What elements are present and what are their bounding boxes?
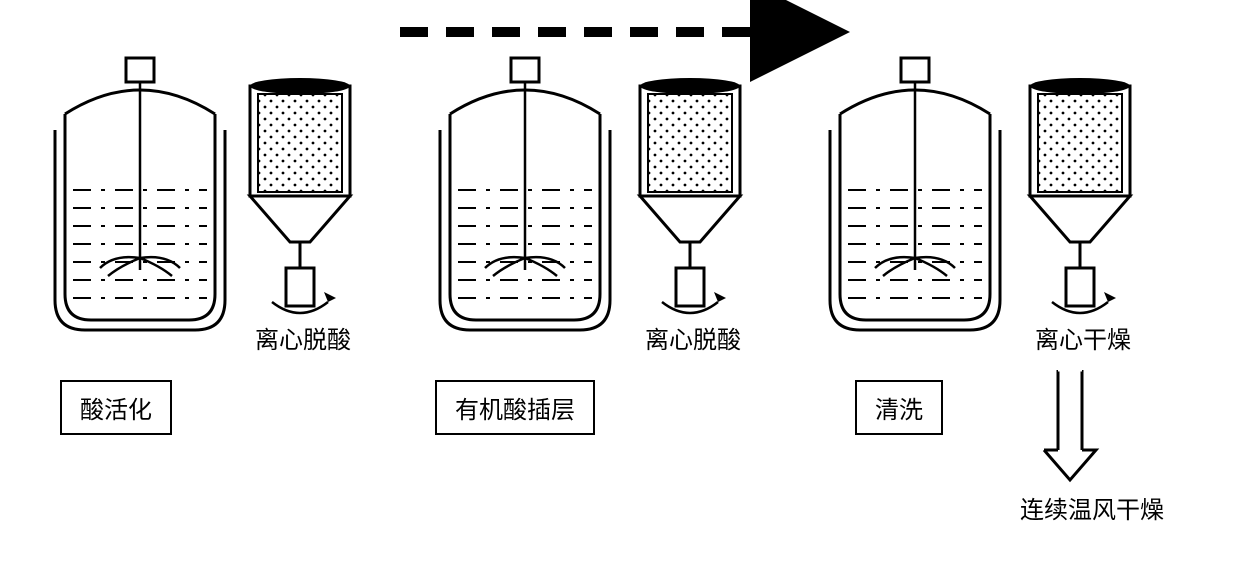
reactor <box>440 58 610 330</box>
reactor <box>830 58 1000 330</box>
stage-label-box: 有机酸插层 <box>435 380 595 435</box>
final-step-label: 连续温风干燥 <box>1020 490 1164 525</box>
centrifuge <box>640 78 740 313</box>
centrifuge <box>250 78 350 313</box>
centrifuge <box>1030 78 1130 313</box>
stage-label-box: 清洗 <box>855 380 943 435</box>
reactor <box>55 58 225 330</box>
centrifuge-label: 离心脱酸 <box>255 320 351 355</box>
stage-label-box: 酸活化 <box>60 380 172 435</box>
centrifuge-label: 离心脱酸 <box>645 320 741 355</box>
centrifuge-label: 离心干燥 <box>1035 320 1131 355</box>
